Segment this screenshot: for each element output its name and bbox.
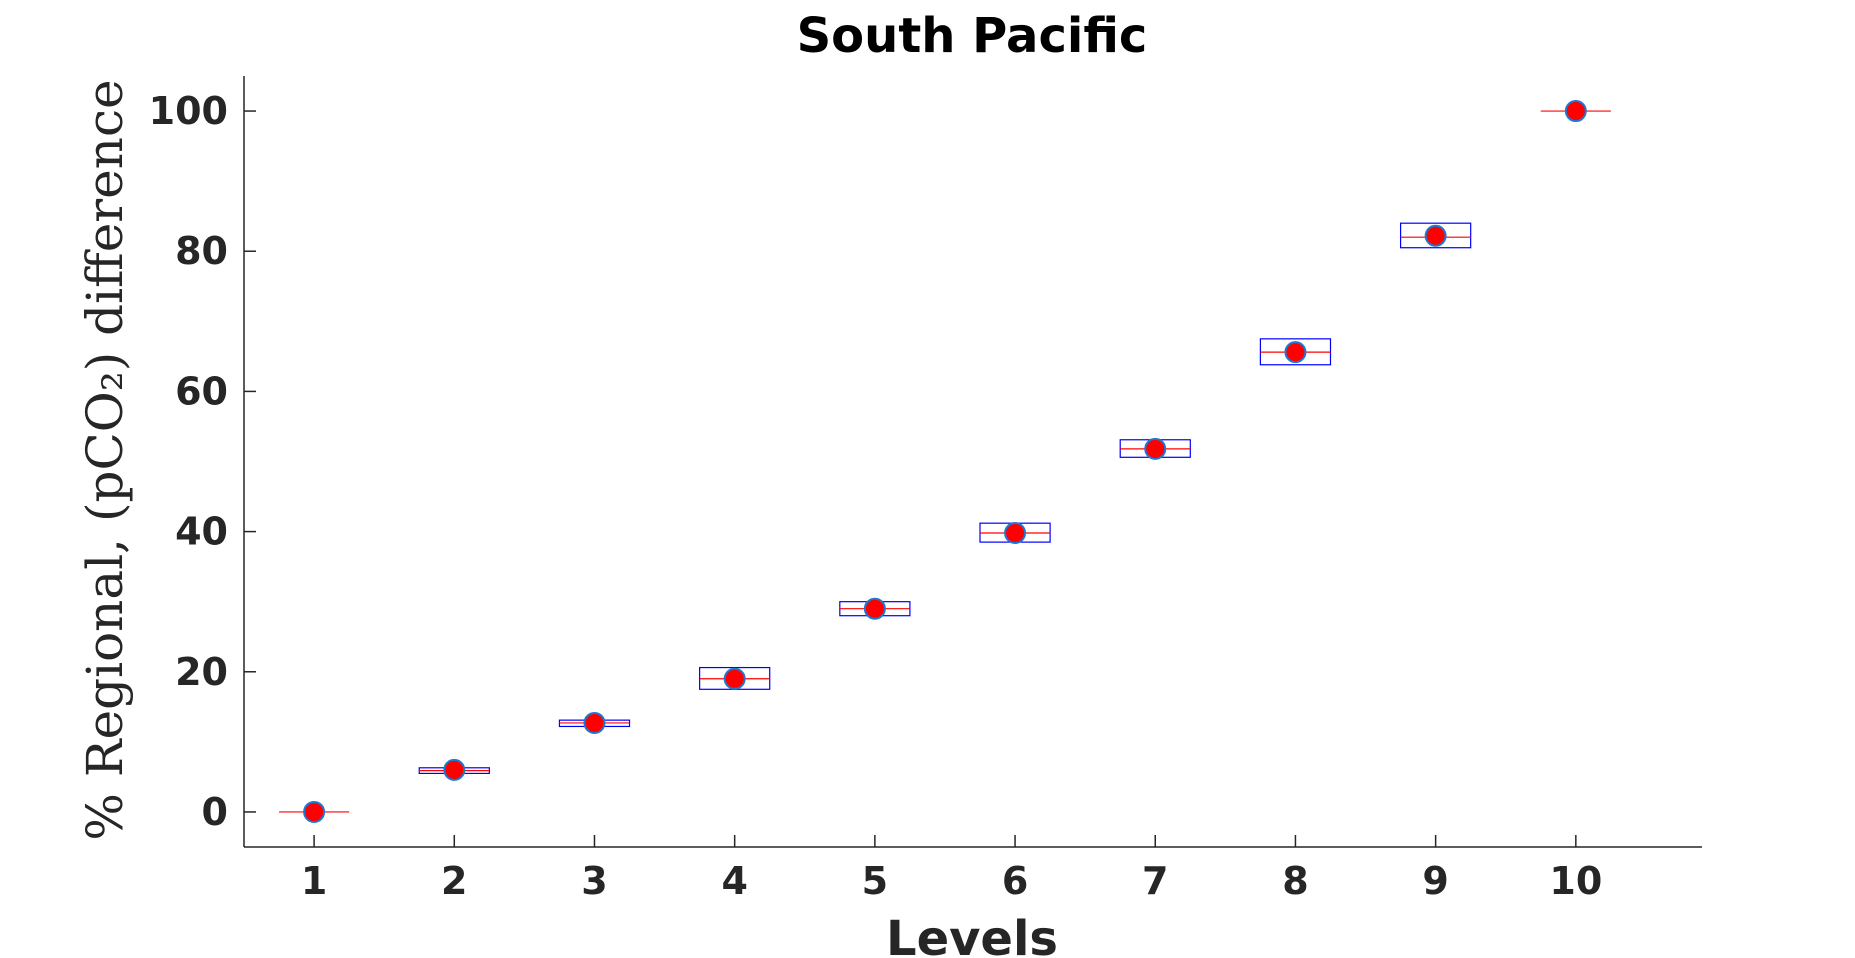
mean-marker-level-6: [1004, 521, 1027, 544]
x-tick-label: 1: [301, 859, 327, 903]
y-tick-label: 80: [175, 229, 228, 273]
mean-marker-level-5: [863, 597, 886, 620]
boxes: [279, 110, 1611, 813]
y-tick-label: 40: [175, 510, 228, 554]
y-tick-label: 0: [202, 790, 228, 834]
x-tick-label: 9: [1422, 859, 1448, 903]
y-axis-label: % Regional, (pCO₂) difference: [76, 79, 134, 840]
chart-title: South Pacific: [797, 8, 1148, 64]
y-tick-label: 60: [175, 369, 228, 413]
x-tick-label: 4: [721, 859, 747, 903]
mean-marker-level-7: [1144, 437, 1167, 460]
mean-marker-level-1: [303, 800, 326, 823]
x-tick-label: 8: [1282, 859, 1308, 903]
x-tick-label: 5: [862, 859, 888, 903]
mean-marker-level-2: [443, 758, 466, 781]
mean-marker-level-8: [1284, 341, 1307, 364]
x-ticks: 1 2 3 4 5 6 7 8 9 10: [301, 835, 1602, 903]
y-ticks: 0 20 40 60 80 100: [149, 89, 256, 834]
x-tick-label: 3: [581, 859, 607, 903]
mean-marker-level-10: [1564, 100, 1587, 123]
mean-marker-level-3: [583, 711, 606, 734]
mean-markers: [303, 100, 1587, 823]
x-tick-label: 2: [441, 859, 467, 903]
x-tick-label: 7: [1142, 859, 1168, 903]
mean-marker-level-4: [723, 667, 746, 690]
x-tick-label: 6: [1002, 859, 1028, 903]
y-tick-label: 100: [149, 89, 228, 133]
axes: [243, 76, 1702, 848]
y-tick-label: 20: [175, 650, 228, 694]
x-axis-label: Levels: [886, 911, 1058, 958]
box-level-9: [1399, 222, 1472, 249]
x-tick-label: 10: [1549, 859, 1602, 903]
mean-marker-level-9: [1424, 224, 1447, 247]
